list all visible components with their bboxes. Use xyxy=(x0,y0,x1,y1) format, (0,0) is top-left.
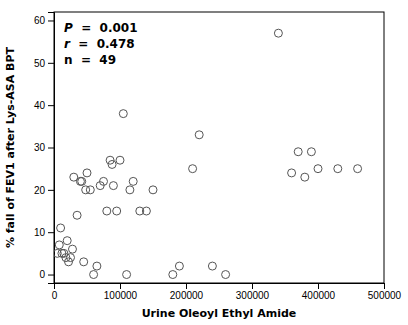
point xyxy=(100,177,108,185)
x-tick: 300000 xyxy=(236,283,270,301)
point xyxy=(119,110,127,118)
point xyxy=(288,169,296,177)
point xyxy=(354,165,362,173)
point xyxy=(93,262,101,270)
x-tick-label: 300000 xyxy=(236,290,270,301)
point xyxy=(108,160,116,168)
point xyxy=(63,237,71,245)
x-tick-label: 400000 xyxy=(302,290,336,301)
x-tick: 500000 xyxy=(368,283,402,301)
y-tick: 0 xyxy=(39,269,54,280)
point xyxy=(222,271,230,279)
point xyxy=(126,186,134,194)
point xyxy=(175,262,183,270)
y-tick-label: 0 xyxy=(39,269,45,280)
points xyxy=(54,29,362,278)
y-tick: 40 xyxy=(34,100,54,111)
y-axis-title: % fall of FEV1 after Lys-ASA BPT xyxy=(4,46,17,248)
y-axis-line xyxy=(48,13,55,284)
annotation-line: n = 49 xyxy=(64,53,116,67)
x-tick-label: 100000 xyxy=(104,290,138,301)
y-tick: 20 xyxy=(34,185,54,196)
point xyxy=(307,148,315,156)
x-tick-mark xyxy=(120,283,121,289)
point xyxy=(78,177,86,185)
point xyxy=(208,262,216,270)
x-tick-mark xyxy=(384,283,385,289)
x-axis-line xyxy=(55,284,385,290)
point xyxy=(195,131,203,139)
x-tick-label: 500000 xyxy=(368,290,402,301)
x-tick-label: 0 xyxy=(52,290,58,301)
y-tick-label: 20 xyxy=(34,185,46,196)
x-tick: 100000 xyxy=(104,283,138,301)
annotation-line: r = 0.478 xyxy=(64,37,135,51)
x-axis: 0 100000 200000 300000 400000 500000 xyxy=(52,283,402,301)
point xyxy=(334,165,342,173)
point xyxy=(123,271,131,279)
point xyxy=(83,169,91,177)
point xyxy=(149,186,157,194)
x-tick-mark xyxy=(318,283,319,289)
y-tick-label: 30 xyxy=(34,142,46,153)
point xyxy=(67,254,75,262)
y-tick-mark xyxy=(48,190,54,191)
point xyxy=(86,186,94,194)
point xyxy=(90,271,98,279)
chart: 0 100000 200000 300000 400000 500000 0 10 20 30 40… xyxy=(0,0,408,325)
y-tick: 50 xyxy=(34,58,54,69)
point xyxy=(189,165,197,173)
point xyxy=(68,245,76,253)
annotation-line: P = 0.001 xyxy=(64,21,138,35)
point xyxy=(103,207,111,215)
point xyxy=(113,207,121,215)
point xyxy=(80,258,88,266)
y-tick: 10 xyxy=(34,227,54,238)
y-tick-label: 60 xyxy=(34,15,46,26)
point xyxy=(55,241,63,249)
point xyxy=(314,165,322,173)
plot: 0 100000 200000 300000 400000 500000 0 10 20 30 40… xyxy=(34,12,402,301)
point xyxy=(57,224,65,232)
point xyxy=(129,177,137,185)
point xyxy=(109,182,117,190)
x-tick-mark xyxy=(252,283,253,289)
y-tick-label: 40 xyxy=(34,100,46,111)
x-tick-label: 200000 xyxy=(170,290,204,301)
y-tick-label: 10 xyxy=(34,227,46,238)
y-tick-mark xyxy=(48,105,54,106)
y-tick-mark xyxy=(48,232,54,233)
plot-frame xyxy=(54,12,384,283)
point xyxy=(142,207,150,215)
y-tick-mark xyxy=(48,148,54,149)
x-tick-mark xyxy=(186,283,187,289)
x-tick: 0 xyxy=(52,283,58,301)
y-tick-label: 50 xyxy=(34,58,46,69)
point xyxy=(73,211,81,219)
annotation: P = 0.001 r = 0.478 n = 49 xyxy=(64,21,138,67)
point xyxy=(301,173,309,181)
y-tick: 30 xyxy=(34,142,54,153)
point xyxy=(274,29,282,37)
y-axis: 0 10 20 30 40 50 60 xyxy=(34,13,55,284)
point xyxy=(82,186,90,194)
y-tick-mark xyxy=(48,63,54,64)
x-axis-title: Urine Oleoyl Ethyl Amide xyxy=(142,307,297,320)
y-tick: 60 xyxy=(34,15,54,26)
y-tick-mark xyxy=(48,275,54,276)
point xyxy=(294,148,302,156)
y-tick-mark xyxy=(48,20,54,21)
point xyxy=(169,271,177,279)
x-tick: 200000 xyxy=(170,283,204,301)
point xyxy=(116,156,124,164)
x-tick: 400000 xyxy=(302,283,336,301)
